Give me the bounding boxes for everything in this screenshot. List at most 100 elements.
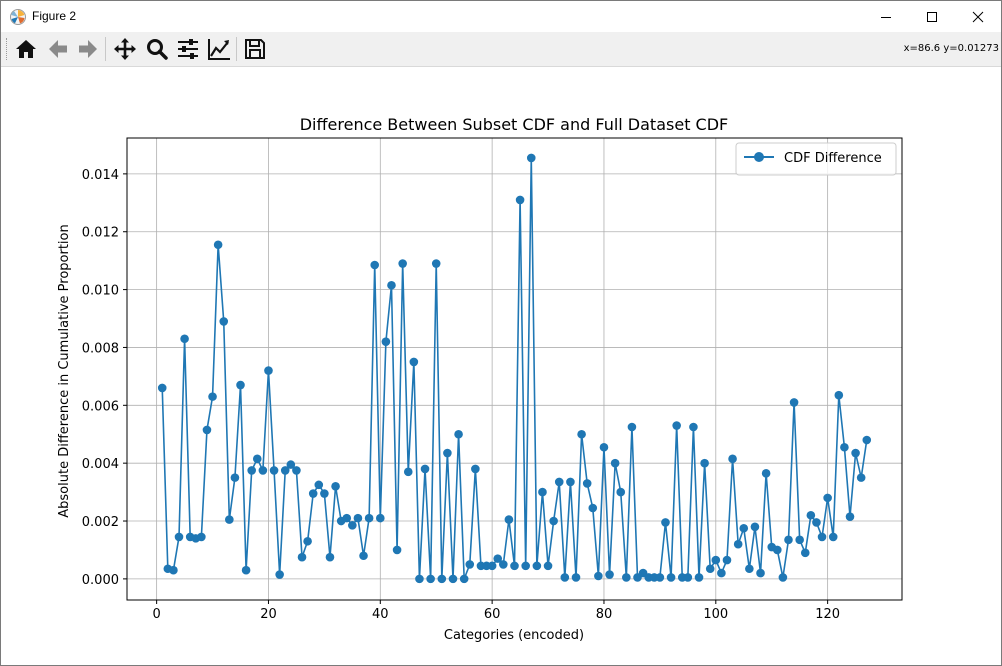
data-point	[510, 561, 519, 571]
data-point	[543, 561, 553, 571]
data-point	[280, 466, 290, 475]
minimize-button[interactable]	[863, 1, 909, 32]
data-point	[683, 573, 693, 582]
data-point	[515, 195, 525, 205]
data-point	[538, 487, 547, 497]
data-point	[756, 568, 765, 578]
navigation-toolbar: x=86.6 y=0.01273	[1, 32, 1001, 67]
home-button[interactable]	[12, 35, 40, 63]
data-point	[197, 532, 206, 542]
data-point	[521, 561, 530, 571]
grid-lines	[127, 138, 902, 600]
data-point	[761, 468, 771, 478]
back-button[interactable]	[44, 35, 72, 63]
data-point	[431, 259, 441, 268]
move-icon	[114, 38, 136, 60]
data-point	[370, 260, 380, 270]
close-icon	[972, 11, 984, 22]
save-button[interactable]	[241, 35, 269, 63]
data-point	[627, 422, 637, 432]
data-point	[851, 448, 860, 458]
y-tick-label: 0.008	[82, 341, 119, 356]
figure-canvas[interactable]: Difference Between Subset CDF and Full D…	[1, 67, 1001, 665]
series-layer	[157, 153, 872, 584]
data-point	[661, 518, 670, 527]
forward-button[interactable]	[74, 35, 102, 63]
data-point	[795, 535, 804, 545]
data-point	[459, 574, 469, 584]
y-tick-label: 0.002	[82, 515, 119, 530]
data-point	[610, 458, 620, 468]
data-point	[258, 466, 268, 475]
data-point	[862, 435, 872, 445]
data-point	[403, 467, 413, 477]
data-point	[856, 473, 866, 482]
window-title: Figure 2	[32, 9, 77, 23]
toolbar-grip	[6, 38, 10, 60]
y-tick-label: 0.010	[82, 284, 119, 299]
data-point	[381, 337, 391, 346]
data-point	[376, 513, 385, 523]
chart-title: Difference Between Subset CDF and Full D…	[300, 115, 729, 134]
maximize-button[interactable]	[909, 1, 955, 32]
x-tick-label: 40	[372, 607, 389, 622]
line-chart[interactable]: Difference Between Subset CDF and Full D…	[1, 67, 1001, 665]
arrow-right-icon	[79, 40, 97, 58]
floppy-disk-icon	[245, 39, 265, 59]
data-point	[817, 532, 827, 542]
configure-subplots-button[interactable]	[174, 35, 202, 63]
data-point	[308, 489, 318, 498]
x-tick-label: 0	[152, 607, 160, 622]
data-point	[398, 259, 407, 268]
data-point	[493, 554, 503, 563]
data-point	[157, 383, 167, 393]
data-point	[426, 574, 435, 584]
edit-axis-button[interactable]	[205, 35, 233, 63]
data-point	[739, 523, 749, 533]
data-point	[840, 442, 849, 452]
x-tick-label: 60	[484, 607, 501, 622]
data-point	[554, 477, 564, 487]
data-point	[605, 570, 614, 579]
data-point	[437, 574, 447, 584]
data-point	[364, 513, 374, 523]
data-point	[420, 464, 430, 474]
data-point	[705, 564, 715, 574]
data-point	[577, 429, 586, 439]
y-tick-label: 0.006	[82, 399, 119, 414]
data-point	[314, 480, 324, 490]
data-point	[784, 535, 793, 545]
data-point	[594, 571, 603, 581]
x-axis-label: Categories (encoded)	[444, 628, 584, 643]
data-point	[789, 398, 799, 407]
legend-marker-sample	[754, 152, 764, 162]
arrow-left-icon	[49, 40, 67, 58]
magnifier-icon	[147, 39, 168, 60]
y-tick-label: 0.014	[82, 168, 119, 183]
y-tick-label: 0.004	[82, 457, 119, 472]
data-point	[750, 522, 760, 532]
x-tick-label: 100	[703, 607, 728, 622]
cursor-coordinates: x=86.6 y=0.01273	[903, 43, 999, 54]
data-point	[230, 473, 240, 482]
legend-label: CDF Difference	[784, 151, 882, 166]
data-point	[800, 548, 810, 558]
pan-button[interactable]	[111, 35, 139, 63]
data-point	[225, 515, 234, 524]
data-point	[292, 466, 301, 475]
data-point	[622, 573, 631, 582]
y-axis-label: Absolute Difference in Cumulative Propor…	[57, 224, 72, 518]
data-point	[236, 380, 245, 390]
close-button[interactable]	[955, 1, 1001, 32]
data-point	[213, 240, 223, 250]
data-point	[845, 512, 855, 521]
data-point	[806, 510, 816, 520]
data-point	[722, 555, 732, 565]
data-point	[286, 460, 296, 469]
data-point	[532, 561, 542, 571]
data-point	[297, 552, 307, 562]
zoom-button[interactable]	[143, 35, 171, 63]
data-point	[348, 521, 357, 530]
x-tick-label: 120	[815, 607, 840, 622]
data-point	[666, 573, 676, 582]
